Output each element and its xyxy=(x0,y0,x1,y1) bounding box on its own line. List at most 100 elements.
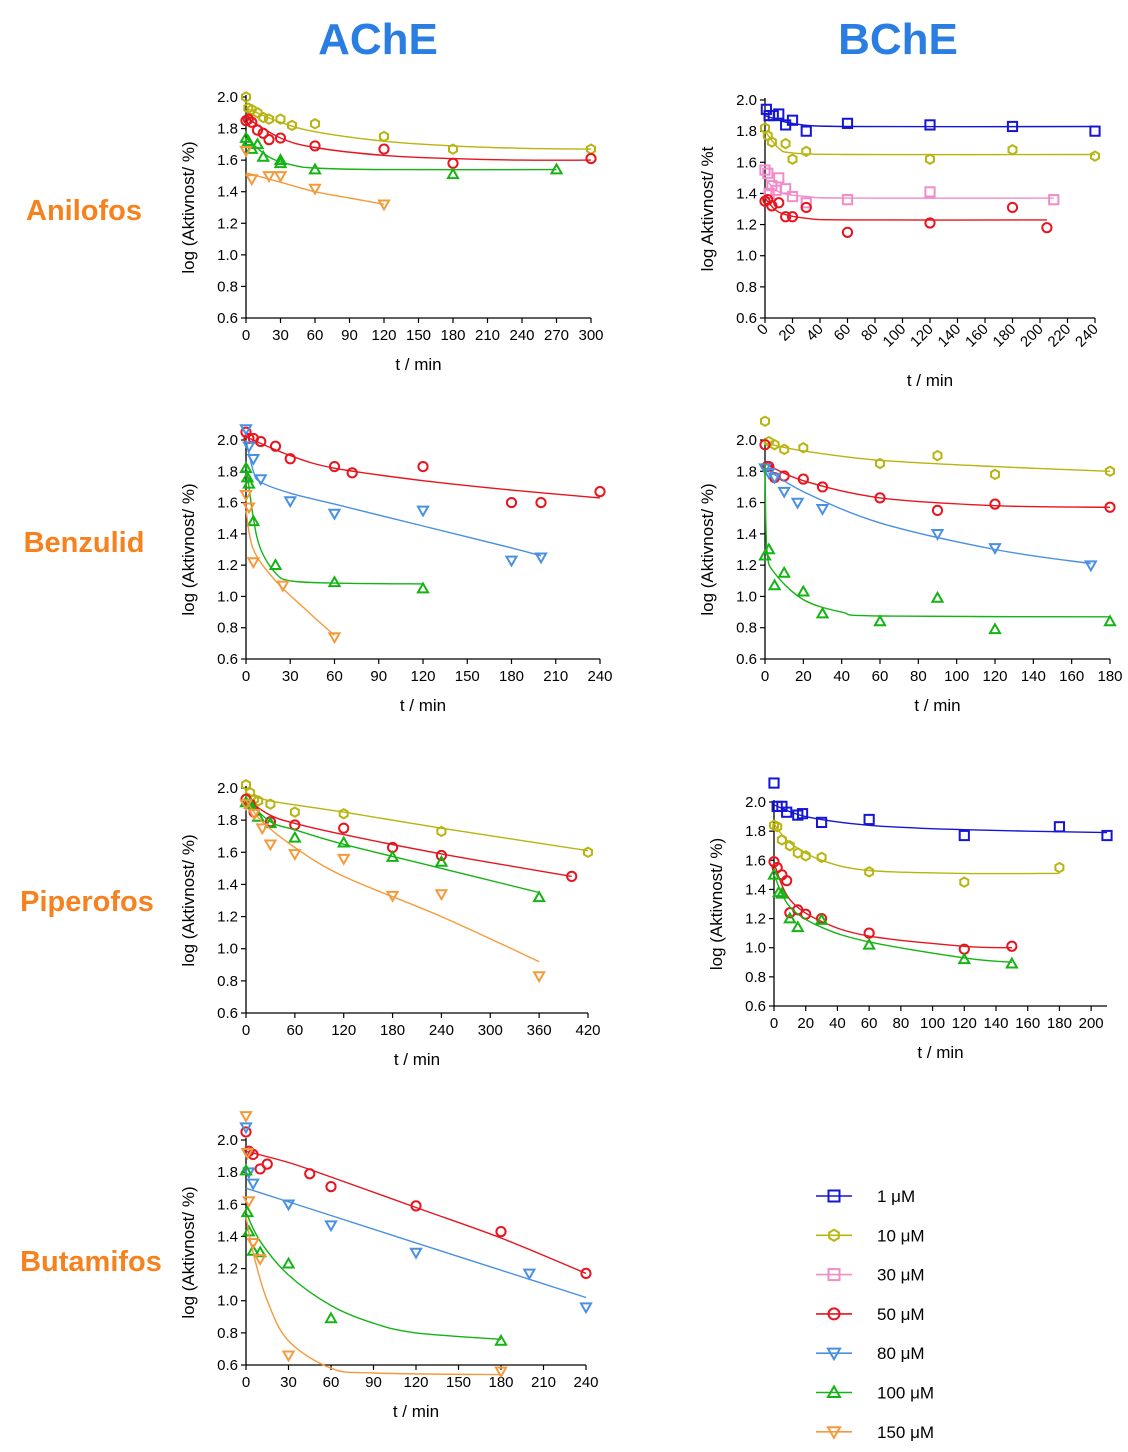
data-point xyxy=(273,153,288,165)
y-tick-label: 0.6 xyxy=(217,310,238,327)
x-tick-label: 0 xyxy=(242,668,250,685)
x-tick-label: 180 xyxy=(380,1022,405,1039)
series-100-uM xyxy=(239,130,564,180)
x-axis-label: t / min xyxy=(393,1402,439,1421)
data-point xyxy=(790,497,805,510)
data-point xyxy=(566,870,578,882)
data-point xyxy=(931,504,944,516)
data-point xyxy=(924,217,936,229)
y-tick-label: 2.0 xyxy=(217,89,238,106)
data-point xyxy=(253,474,268,487)
x-tick-label: 210 xyxy=(543,668,568,685)
y-tick-label: 0.8 xyxy=(736,620,757,637)
series-50-uM xyxy=(240,113,597,169)
y-tick-label: 1.0 xyxy=(736,588,757,605)
data-point xyxy=(275,113,286,125)
data-point xyxy=(864,866,875,878)
x-tick-label: 30 xyxy=(282,668,299,685)
data-point xyxy=(494,1333,508,1346)
fit-curve xyxy=(245,1150,587,1275)
x-tick-label: 30 xyxy=(280,1374,297,1391)
data-point xyxy=(800,197,812,209)
data-point xyxy=(990,468,1000,481)
series-50-uM xyxy=(768,856,1018,955)
data-point xyxy=(242,441,256,454)
y-tick-label: 1.0 xyxy=(217,247,238,264)
data-point xyxy=(759,439,771,451)
x-tick-label: 200 xyxy=(1017,321,1047,351)
legend-item: 10 μM xyxy=(816,1226,925,1245)
x-tick-label: 240 xyxy=(429,1022,454,1039)
data-point xyxy=(242,1167,256,1180)
y-tick-label: 2.0 xyxy=(745,794,766,811)
data-point xyxy=(522,1268,537,1281)
fit-curve xyxy=(764,467,1091,565)
y-tick-label: 1.8 xyxy=(736,123,757,140)
x-tick-label: 0 xyxy=(770,1015,778,1032)
data-point xyxy=(241,91,251,103)
y-axis-label: log (Aktivnost/ %) xyxy=(179,834,198,966)
x-tick-label: 240 xyxy=(573,1374,598,1391)
data-point xyxy=(448,143,458,155)
data-point xyxy=(253,1254,267,1267)
data-point xyxy=(930,529,945,541)
data-point xyxy=(800,201,812,214)
data-point xyxy=(758,548,772,561)
data-point xyxy=(416,581,430,594)
data-point xyxy=(769,438,780,451)
x-tick-label: 200 xyxy=(1079,1015,1104,1032)
y-tick-label: 1.4 xyxy=(217,184,238,201)
data-point xyxy=(873,614,887,627)
chart-bche-piperofos: 0.6 0.8 1.0 1.2 1.4 1.6 1.8 2.0 0 20 40 60 80 100 120 1… xyxy=(707,777,1113,1062)
x-tick-label: 240 xyxy=(1072,321,1102,351)
y-tick-label: 0.6 xyxy=(745,998,766,1015)
series-150-uM xyxy=(239,1111,508,1379)
data-point xyxy=(240,115,252,127)
data-point xyxy=(239,461,253,473)
legend-marker xyxy=(827,1307,841,1321)
data-point xyxy=(273,156,288,169)
series-100-uM xyxy=(239,461,430,594)
y-tick-label: 1.6 xyxy=(217,844,238,861)
data-point xyxy=(239,145,253,158)
data-point xyxy=(862,937,876,950)
data-point xyxy=(814,912,829,925)
x-axis-label: t / min xyxy=(914,696,960,715)
data-point xyxy=(767,472,782,485)
series-10-uM xyxy=(769,819,1065,888)
legend-label: 150 μM xyxy=(877,1423,934,1442)
y-tick-label: 0.8 xyxy=(736,279,757,296)
data-point xyxy=(308,162,322,175)
data-point xyxy=(875,457,885,470)
data-point xyxy=(435,849,448,862)
data-point xyxy=(791,920,805,933)
x-tick-label: 90 xyxy=(365,1374,382,1391)
chart-ache-butamifos: 0.6 0.8 1.0 1.2 1.4 1.6 1.8 2.0 0 30 60 90 120 150 180… xyxy=(179,1111,599,1421)
data-point xyxy=(242,1196,256,1209)
fit-curve xyxy=(764,177,1054,199)
y-tick-label: 1.6 xyxy=(745,852,766,869)
data-point xyxy=(494,1366,508,1379)
data-point xyxy=(288,830,302,843)
x-tick-label: 160 xyxy=(962,321,992,351)
y-tick-label: 2.0 xyxy=(217,432,238,449)
data-point xyxy=(959,876,970,888)
y-tick-label: 2.0 xyxy=(217,1132,238,1149)
data-point xyxy=(1105,465,1115,478)
y-tick-label: 1.0 xyxy=(745,940,766,957)
y-tick-label: 0.6 xyxy=(217,1005,238,1022)
data-point xyxy=(801,145,812,158)
data-point xyxy=(797,473,809,485)
series-150-uM xyxy=(239,799,546,984)
data-point xyxy=(244,174,259,187)
data-point xyxy=(309,140,321,152)
data-point xyxy=(815,504,830,516)
data-point xyxy=(800,125,812,137)
legend-marker xyxy=(827,1268,841,1282)
data-point xyxy=(1041,222,1053,234)
y-tick-label: 1.2 xyxy=(736,557,757,574)
chart-ache-anilofos: 0.6 0.8 1.0 1.2 1.4 1.6 1.8 2.0 0 30 60 90 120 150 180… xyxy=(179,89,604,374)
x-tick-label: 120 xyxy=(403,1374,428,1391)
x-tick-label: 80 xyxy=(858,321,882,345)
legend-marker xyxy=(828,1228,840,1242)
